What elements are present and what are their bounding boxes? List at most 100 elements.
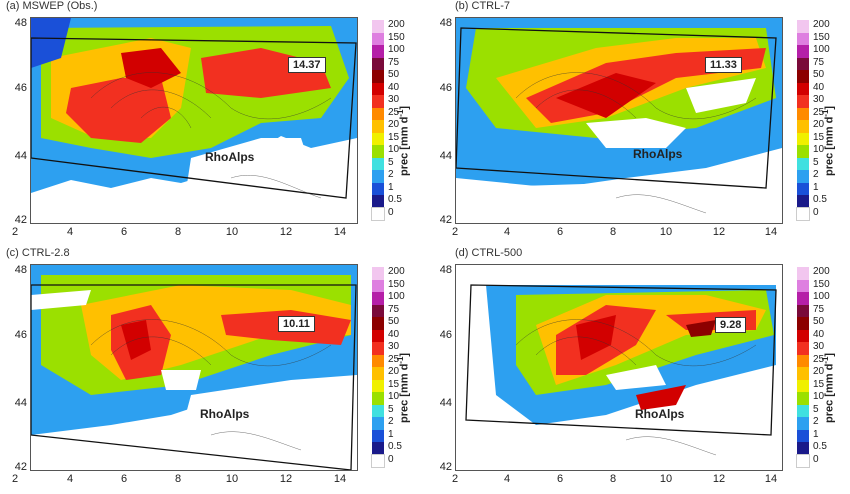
- colorbar-tick-label: 5: [813, 156, 819, 168]
- colorbar-tick-label: 50: [813, 69, 825, 80]
- colorbar: [371, 20, 385, 221]
- y-tick: 44: [14, 397, 27, 409]
- colorbar-segment: [372, 145, 384, 158]
- x-tick: 2: [451, 473, 459, 485]
- colorbar-tick-label: 30: [388, 94, 400, 105]
- colorbar-tick-label: 25: [388, 353, 400, 365]
- colorbar-segment: [797, 317, 809, 330]
- y-tick: 48: [14, 264, 27, 276]
- colorbar-tick-label: 200: [388, 266, 405, 277]
- colorbar-tick-label: 5: [813, 403, 819, 415]
- colorbar-tick-label: 2: [813, 169, 819, 180]
- x-tick: 4: [503, 473, 511, 485]
- colorbar-tick-label: 75: [388, 303, 400, 315]
- colorbar-segment: [797, 170, 809, 183]
- colorbar-segment: [372, 195, 384, 208]
- colorbar-tick-label: 40: [388, 81, 400, 93]
- colorbar-tick-label: 50: [388, 69, 400, 80]
- x-tick: 12: [712, 473, 726, 485]
- colorbar-segment: [797, 304, 809, 317]
- colorbar-segment: [797, 292, 809, 305]
- colorbar-segment: [372, 292, 384, 305]
- colorbar-segment: [797, 442, 809, 455]
- region-label: RhoAlps: [205, 150, 255, 164]
- colorbar-tick-label: 0: [388, 206, 394, 218]
- colorbar-segment: [796, 453, 810, 468]
- colorbar-segment: [372, 57, 384, 70]
- y-tick: 48: [439, 17, 452, 29]
- colorbar-tick-label: 150: [388, 278, 405, 290]
- colorbar-segment: [372, 442, 384, 455]
- colorbar-segment: [797, 367, 809, 380]
- colorbar-tick-label: 75: [813, 56, 825, 68]
- colorbar-tick-label: 0.5: [388, 194, 402, 205]
- x-tick: 6: [120, 473, 128, 485]
- colorbar-segment: [372, 304, 384, 317]
- colorbar-tick-label: 25: [388, 106, 400, 118]
- colorbar-segment: [372, 95, 384, 108]
- colorbar-tick-label: 100: [388, 291, 405, 302]
- x-tick: 12: [712, 226, 726, 238]
- colorbar-tick-label: 0: [813, 206, 819, 218]
- colorbar-segment: [372, 279, 384, 292]
- colorbar-tick-label: 100: [388, 44, 405, 55]
- colorbar-segment: [372, 267, 384, 280]
- colorbar-segment: [797, 267, 809, 280]
- colorbar-segment: [797, 392, 809, 405]
- x-tick: 14: [333, 226, 347, 238]
- colorbar-tick-label: 25: [813, 106, 825, 118]
- colorbar-segment: [797, 182, 809, 195]
- x-tick: 4: [66, 473, 74, 485]
- colorbar-tick-label: 10: [813, 144, 825, 155]
- colorbar-segment: [372, 429, 384, 442]
- colorbar-tick-label: 150: [813, 31, 830, 43]
- map-graphic: [31, 265, 357, 470]
- panel-d: (d) CTRL-500 9.28 RhoAlps 48 46 44: [425, 247, 850, 494]
- x-tick: 2: [11, 473, 19, 485]
- precip-map: [30, 17, 358, 224]
- region-label: RhoAlps: [635, 407, 685, 421]
- x-tick: 8: [174, 226, 182, 238]
- colorbar-tick-label: 15: [388, 131, 400, 143]
- colorbar-segment: [797, 32, 809, 45]
- colorbar-segment: [796, 206, 810, 221]
- colorbar-tick-label: 200: [388, 19, 405, 30]
- colorbar-tick-label: 1: [813, 181, 819, 193]
- colorbar-tick-label: 5: [388, 156, 394, 168]
- colorbar-tick-label: 40: [813, 328, 825, 340]
- precip-map: [455, 264, 783, 471]
- colorbar-segment: [797, 429, 809, 442]
- panel-title: (d) CTRL-500: [455, 247, 523, 259]
- colorbar-tick-label: 15: [813, 378, 825, 390]
- colorbar-segment: [372, 32, 384, 45]
- x-tick: 8: [609, 226, 617, 238]
- colorbar-tick-label: 1: [388, 428, 394, 440]
- panel-a: (a) MSWEP (Obs.) 14.37 RhoAlps 48 46 44 …: [0, 0, 425, 247]
- y-tick: 46: [439, 82, 452, 94]
- colorbar-segment: [372, 417, 384, 430]
- y-tick: 46: [439, 329, 452, 341]
- colorbar-segment: [372, 367, 384, 380]
- panel-b: (b) CTRL-7 11.33 RhoAlps 48 46 44 42 2 4…: [425, 0, 850, 247]
- colorbar-segment: [372, 317, 384, 330]
- colorbar-segment: [797, 279, 809, 292]
- colorbar-tick-label: 10: [813, 391, 825, 402]
- y-tick: 42: [14, 214, 27, 226]
- colorbar-tick-label: 5: [388, 403, 394, 415]
- colorbar-segment: [797, 57, 809, 70]
- colorbar-tick-label: 0.5: [813, 441, 827, 452]
- colorbar-tick-label: 30: [813, 341, 825, 352]
- colorbar-tick-label: 2: [388, 169, 394, 180]
- colorbar-segment: [372, 70, 384, 83]
- x-tick: 2: [11, 226, 19, 238]
- colorbar-tick-label: 40: [388, 328, 400, 340]
- colorbar-tick-label: 75: [388, 56, 400, 68]
- x-tick: 14: [764, 473, 778, 485]
- x-tick: 4: [503, 226, 511, 238]
- colorbar-tick-label: 15: [813, 131, 825, 143]
- colorbar-tick-label: 20: [388, 119, 400, 130]
- colorbar-segment: [372, 342, 384, 355]
- colorbar-tick-label: 30: [388, 341, 400, 352]
- colorbar-tick-label: 100: [813, 291, 830, 302]
- x-tick: 12: [279, 473, 293, 485]
